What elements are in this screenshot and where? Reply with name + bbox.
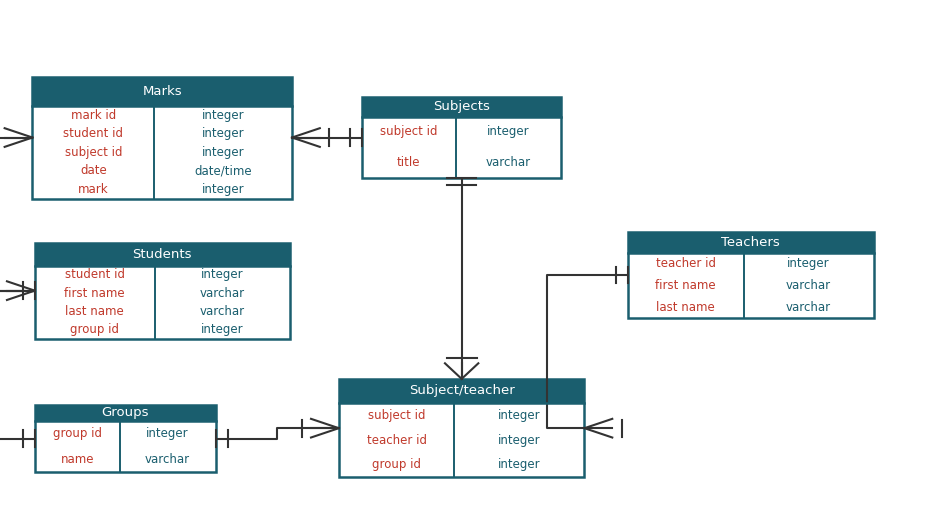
Text: first name: first name (655, 279, 716, 292)
Text: date: date (80, 164, 107, 177)
Text: mark: mark (78, 183, 108, 196)
Bar (338, 379, 585, 477)
Text: date/time: date/time (195, 164, 252, 177)
Bar (34, 243, 289, 266)
Text: integer: integer (201, 323, 244, 336)
Text: Subjects: Subjects (433, 101, 490, 114)
Text: varchar: varchar (786, 279, 832, 292)
Text: student id: student id (63, 127, 123, 140)
Text: mark id: mark id (70, 108, 116, 121)
Text: integer: integer (498, 458, 540, 471)
Text: varchar: varchar (199, 286, 245, 299)
Text: integer: integer (498, 408, 540, 421)
Text: group id: group id (70, 323, 120, 336)
Text: subject id: subject id (380, 126, 438, 139)
Bar (362, 98, 562, 117)
Text: subject id: subject id (368, 408, 425, 421)
Text: Marks: Marks (143, 85, 182, 98)
Text: group id: group id (372, 458, 421, 471)
Text: last name: last name (65, 305, 124, 318)
Text: title: title (397, 156, 421, 169)
Text: integer: integer (202, 146, 245, 159)
Bar (338, 379, 585, 403)
Text: Subject/teacher: Subject/teacher (409, 384, 514, 397)
Text: integer: integer (146, 427, 189, 440)
Text: student id: student id (65, 268, 124, 281)
Text: subject id: subject id (65, 146, 122, 159)
Text: varchar: varchar (145, 453, 190, 466)
Text: teacher id: teacher id (366, 433, 426, 446)
Text: integer: integer (202, 127, 245, 140)
Text: varchar: varchar (486, 156, 531, 169)
Text: Teachers: Teachers (721, 236, 781, 249)
Text: integer: integer (202, 108, 245, 121)
Text: teacher id: teacher id (655, 257, 716, 270)
Text: integer: integer (201, 268, 244, 281)
Bar (32, 77, 292, 106)
Bar (35, 405, 215, 421)
Bar (32, 77, 292, 199)
Text: last name: last name (656, 301, 715, 313)
Bar (34, 243, 289, 338)
Text: Students: Students (133, 248, 192, 261)
Bar (362, 98, 562, 177)
Text: integer: integer (202, 183, 245, 196)
Text: varchar: varchar (786, 301, 832, 313)
Text: varchar: varchar (199, 305, 245, 318)
Bar (629, 233, 873, 253)
Text: Groups: Groups (101, 406, 149, 419)
Text: integer: integer (488, 126, 530, 139)
Bar (629, 233, 873, 318)
Text: integer: integer (498, 433, 540, 446)
Text: first name: first name (64, 286, 125, 299)
Text: name: name (60, 453, 94, 466)
Text: group id: group id (53, 427, 102, 440)
Bar (35, 405, 215, 472)
Text: integer: integer (787, 257, 830, 270)
